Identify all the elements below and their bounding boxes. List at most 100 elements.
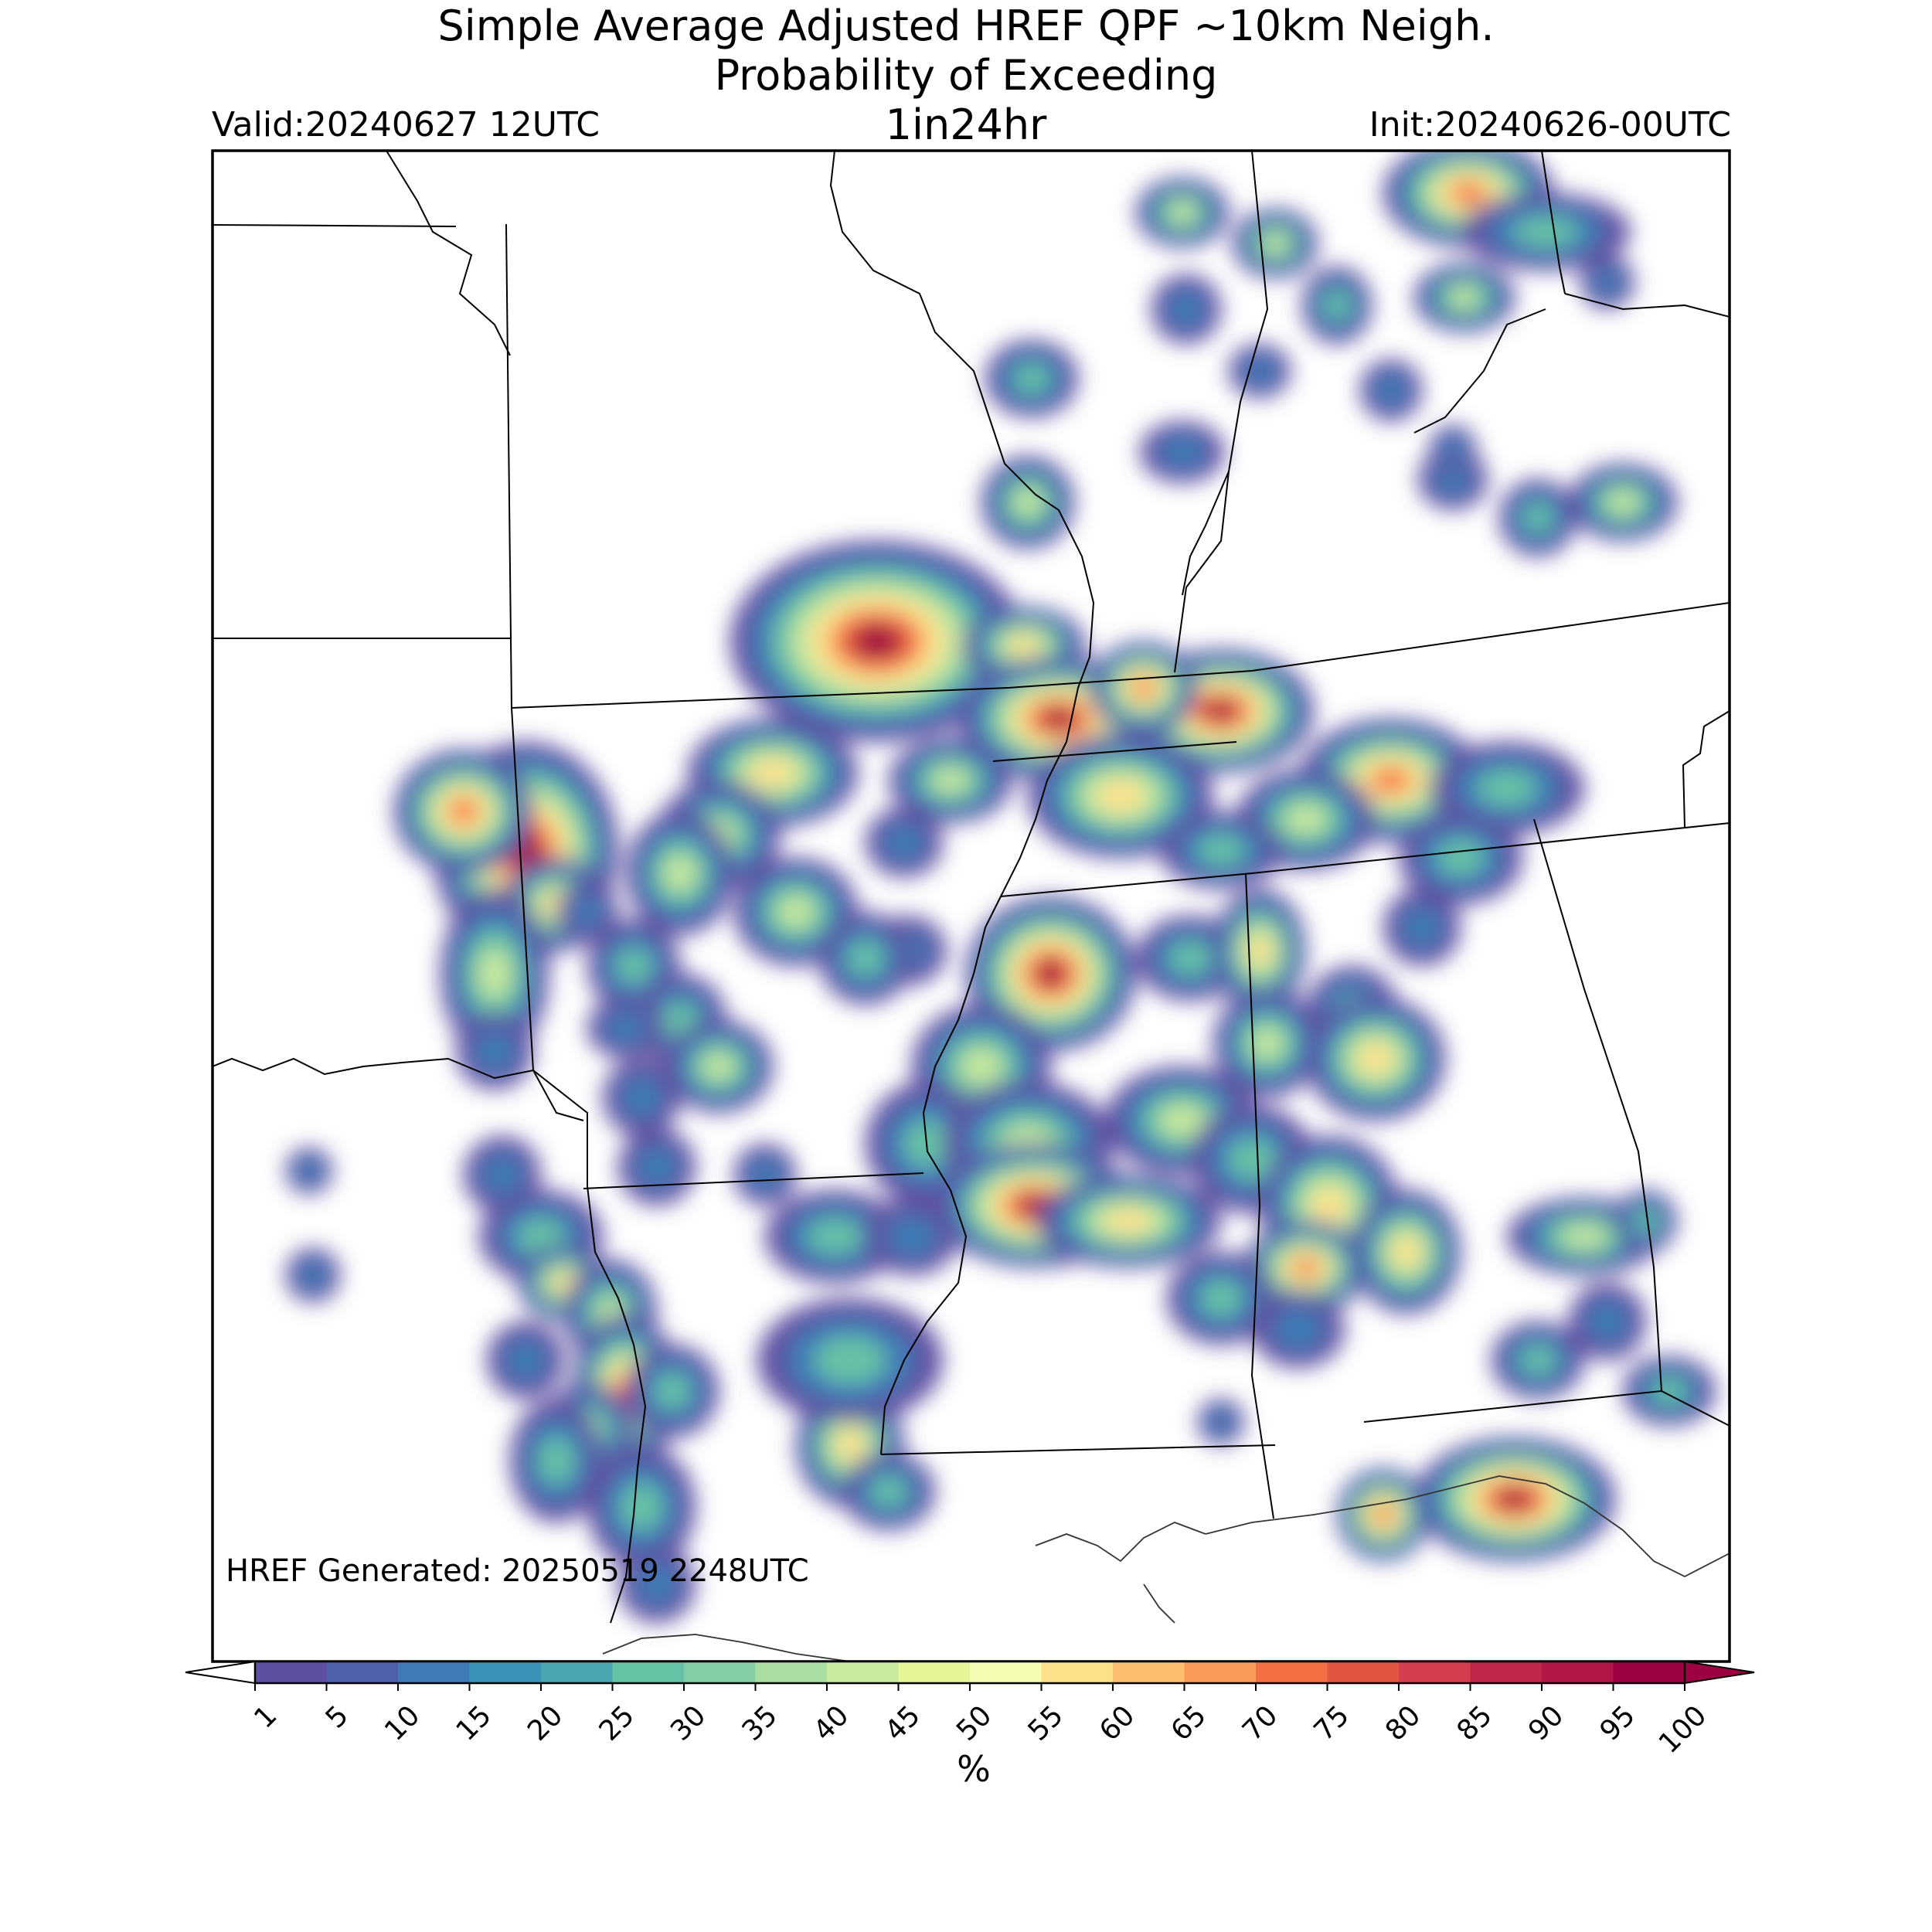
colorbar-swatch [326, 1662, 399, 1683]
colorbar-swatch [469, 1662, 542, 1683]
coastline [602, 1475, 1730, 1662]
colorbar-swatch [541, 1662, 613, 1683]
probability-contour [1196, 835, 1246, 866]
colorbar-swatch [255, 1662, 327, 1683]
probability-contour [813, 1335, 887, 1385]
probability-contour [1158, 434, 1207, 470]
probability-contour [298, 1260, 328, 1291]
probability-contour [620, 1482, 663, 1532]
probability-contour [1451, 182, 1486, 205]
init-time-label: Init:20240626-00UTC [1369, 105, 1731, 145]
colorbar-swatch [1256, 1662, 1328, 1683]
probability-contour [472, 1029, 517, 1073]
colorbar-tick-label: 1 [248, 1699, 283, 1734]
probability-contour [1393, 1236, 1420, 1267]
colorbar-swatch [970, 1662, 1042, 1683]
probability-contour [1208, 1409, 1234, 1435]
colorbar-tick-label: 45 [879, 1699, 927, 1747]
probability-contour [1132, 678, 1155, 698]
colorbar-tick-label: 30 [665, 1699, 712, 1747]
colorbar-swatch [1113, 1662, 1185, 1683]
probability-contour [570, 894, 605, 930]
colorbar-tick-label: 90 [1522, 1699, 1570, 1747]
colorbar-swatch [398, 1662, 470, 1683]
colorbar-swatch [898, 1662, 971, 1683]
colorbar-tick-label: 80 [1379, 1699, 1427, 1747]
probability-contour [480, 1152, 525, 1197]
probability-contour [777, 895, 815, 929]
probability-contour [1560, 1224, 1608, 1249]
probability-contour [747, 1157, 783, 1192]
probability-contour [538, 1436, 575, 1485]
colorbar-swatch [1542, 1662, 1614, 1683]
colorbar-swatch [1184, 1662, 1257, 1683]
colorbar-min-extend [185, 1660, 256, 1685]
probability-contour [615, 947, 652, 985]
probability-contour [654, 1372, 691, 1410]
probability-contour [1373, 372, 1409, 408]
probability-contour [1168, 202, 1197, 223]
probability-contour [1009, 635, 1039, 655]
colorbar-swatch [1470, 1662, 1543, 1683]
probability-contour [1496, 1488, 1533, 1511]
probability-contour [1440, 435, 1466, 461]
probability-contour [752, 759, 794, 787]
probability-contour [1522, 502, 1553, 533]
probability-contour [1097, 781, 1144, 811]
probability-contour [663, 854, 697, 893]
probability-contour [886, 1214, 938, 1259]
href-generated-label: HREF Generated: 20250519 2248UTC [226, 1553, 809, 1589]
title-line2: Probability of Exceeding [714, 51, 1218, 100]
probability-contour [1036, 960, 1066, 988]
probability-contour [1400, 905, 1444, 950]
colorbar-tick-label: 55 [1022, 1699, 1070, 1747]
probability-contour [1519, 1345, 1556, 1376]
probability-contour [1592, 267, 1623, 298]
probability-contour [553, 1273, 576, 1293]
probability-contour [1199, 1280, 1243, 1317]
probability-contour [1262, 233, 1288, 254]
valid-time-label: Valid:20240627 12UTC [212, 105, 600, 145]
probability-contour [1293, 1257, 1319, 1277]
probability-contour [847, 940, 884, 977]
colorbar-swatch [1399, 1662, 1471, 1683]
colorbar-tick-label: 95 [1594, 1699, 1641, 1747]
probability-contour [1476, 770, 1538, 807]
probability-contour [1013, 363, 1050, 394]
probability-contour [1248, 935, 1271, 966]
colorbar-swatch [1613, 1662, 1685, 1683]
probability-contour [1272, 1307, 1325, 1352]
probability-contour [1311, 1188, 1347, 1223]
colorbar-swatch [684, 1662, 756, 1683]
probability-contour [503, 1338, 548, 1383]
probability-contour [931, 767, 970, 794]
colorbar-tick-label: 75 [1308, 1699, 1355, 1747]
probability-contour [1585, 1299, 1630, 1344]
colorbar-swatch [755, 1662, 828, 1683]
probability-contour [1449, 287, 1480, 308]
probability-contour [1373, 1505, 1393, 1525]
probability-contour [851, 623, 903, 660]
probability-contour [1013, 488, 1043, 517]
probability-contour [1436, 839, 1485, 876]
colorbar-swatch [827, 1662, 899, 1683]
probability-contour [836, 1430, 864, 1461]
colorbar-tick-label: 50 [951, 1699, 998, 1747]
probability-contour [296, 1158, 322, 1184]
colorbar-tick-label: 85 [1451, 1699, 1498, 1747]
probability-contour [619, 1075, 664, 1120]
title-line3: 1in24hr [885, 100, 1047, 149]
colorbar-tick-label: 40 [808, 1699, 855, 1747]
colorbar-tick-label: 15 [451, 1699, 498, 1747]
probability-contour [1250, 1026, 1284, 1060]
probability-contour [1323, 290, 1351, 321]
probability-contour [604, 1010, 648, 1046]
probability-contour [1166, 289, 1206, 329]
probability-contour [1372, 767, 1410, 794]
colorbar-swatch [1327, 1662, 1400, 1683]
colorbar-tick-label: 25 [594, 1699, 641, 1747]
colorbar-tick-label: 60 [1094, 1699, 1141, 1747]
colorbar-tick-label: 100 [1653, 1699, 1713, 1760]
